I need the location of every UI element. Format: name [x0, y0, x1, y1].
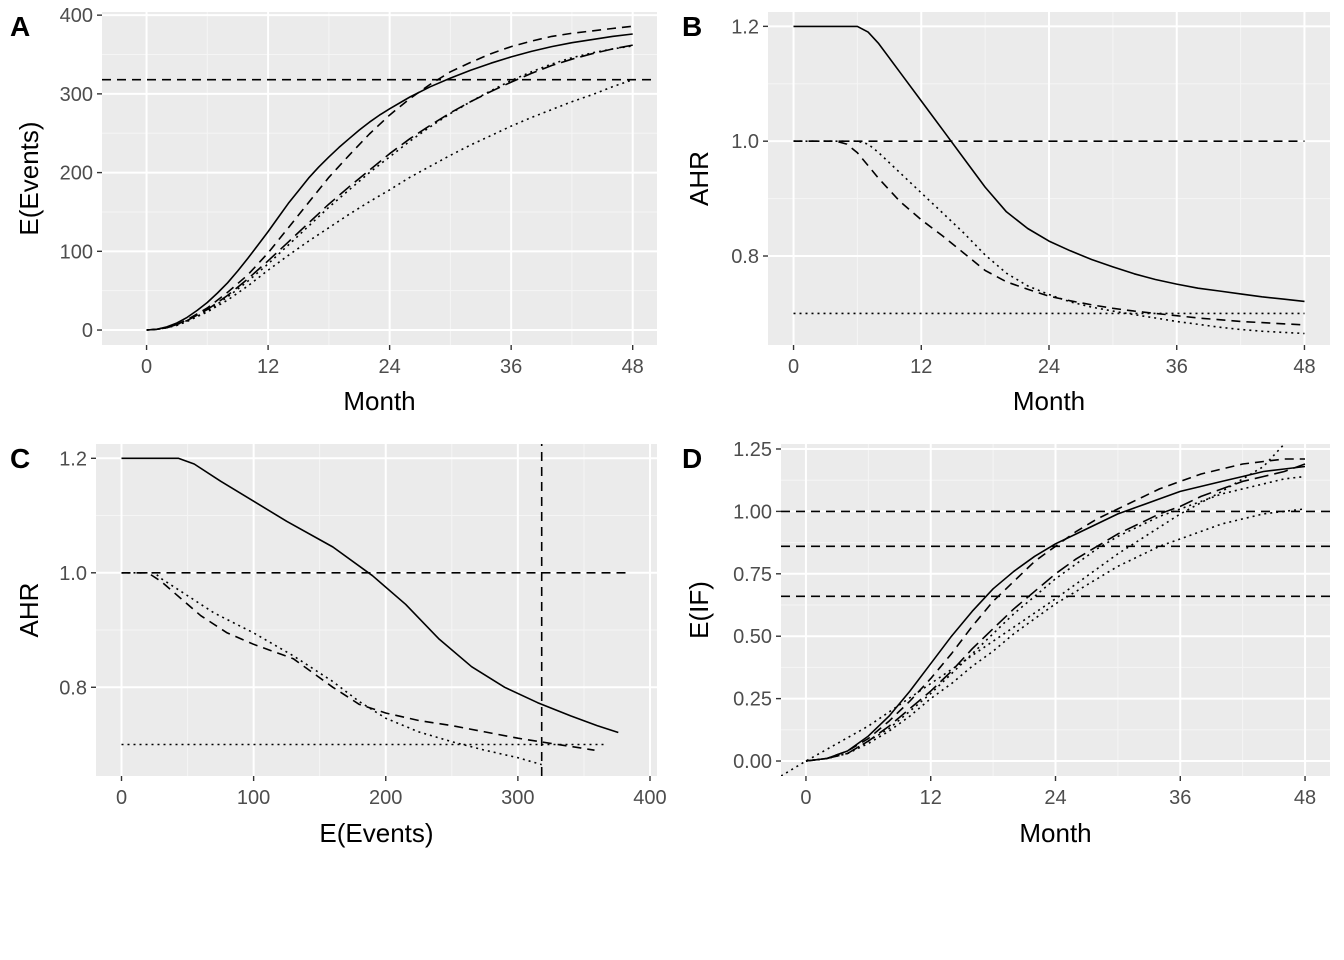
- x-tick-label: 100: [237, 787, 270, 809]
- series-line-5: [146, 78, 633, 331]
- x-tick-label: 0: [116, 787, 127, 809]
- y-tick-label: 1.25: [733, 439, 772, 461]
- x-tick-label: 24: [379, 356, 401, 378]
- y-tick-label: 200: [60, 163, 93, 185]
- y-axis-title: AHR: [14, 583, 44, 638]
- x-axis-title: Month: [1013, 386, 1085, 416]
- panel-background: [96, 444, 657, 776]
- series-line-3: [121, 571, 595, 751]
- x-tick-label: 36: [1166, 356, 1188, 378]
- series-group: [793, 25, 1305, 335]
- x-tick-label: 36: [500, 356, 522, 378]
- x-tick-label: 36: [1169, 787, 1191, 809]
- series-line-3: [805, 463, 1306, 762]
- series-line-3: [146, 44, 633, 331]
- x-tick-label: 12: [910, 356, 932, 378]
- series-line-6: [781, 444, 1285, 776]
- x-tick-label: 300: [501, 787, 534, 809]
- series-line-1: [121, 457, 619, 734]
- x-tick-label: 0: [800, 787, 811, 809]
- series-line-1: [146, 33, 633, 331]
- panel-tag-d: D: [682, 443, 702, 474]
- panel-background: [102, 12, 657, 345]
- y-tick-label: 0.25: [733, 689, 772, 711]
- y-tick-label: 1.0: [731, 131, 759, 153]
- x-tick-label: 24: [1044, 787, 1066, 809]
- series-line-4: [121, 571, 542, 766]
- x-axis-title: Month: [1019, 818, 1091, 848]
- x-axis-title: Month: [343, 386, 415, 416]
- y-tick-label: 300: [60, 84, 93, 106]
- x-axis-title: E(Events): [319, 818, 433, 848]
- y-tick-label: 0.50: [733, 626, 772, 648]
- series-line-1: [805, 465, 1306, 762]
- y-tick-label: 0.00: [733, 751, 772, 773]
- panel-d: D 0 12 24 36 48 0.00 0.25 0.50 0.75 1.00 1.25 Month…: [682, 439, 1330, 848]
- gridlines: [781, 444, 1330, 776]
- y-tick-label: 400: [60, 5, 93, 27]
- panel-c: C 0 100 200 300 400 0.8 1.0 1.2 E(Events) AHR: [10, 443, 667, 848]
- x-tick-label: 12: [920, 787, 942, 809]
- series-group: [121, 444, 632, 776]
- x-tick-label: 24: [1038, 356, 1060, 378]
- x-tick-label: 200: [369, 787, 402, 809]
- y-tick-label: 1.0: [59, 563, 87, 585]
- series-line-1: [793, 25, 1305, 303]
- y-axis-title: E(Events): [14, 121, 44, 235]
- series-line-4: [805, 475, 1306, 762]
- panel-b: B 0 12 24 36 48 0.8 1.0 1.2 Month AHR: [682, 11, 1330, 416]
- y-tick-label: 0.8: [731, 246, 759, 268]
- series-line-4: [793, 140, 1305, 335]
- panel-tag-c: C: [10, 443, 30, 474]
- series-group: [102, 25, 657, 331]
- series-group: [781, 444, 1330, 776]
- panel-tag-a: A: [10, 11, 30, 42]
- y-axis-title: AHR: [684, 151, 714, 206]
- y-tick-label: 0.8: [59, 677, 87, 699]
- y-tick-label: 1.00: [733, 501, 772, 523]
- x-tick-label: 48: [1293, 356, 1315, 378]
- y-tick-label: 0: [82, 320, 93, 342]
- x-tick-label: 48: [1294, 787, 1316, 809]
- series-line-2: [146, 25, 633, 331]
- panel-tag-b: B: [682, 11, 702, 42]
- y-tick-label: 100: [60, 241, 93, 263]
- x-tick-label: 0: [141, 356, 152, 378]
- x-tick-label: 12: [257, 356, 279, 378]
- gridlines: [102, 12, 657, 345]
- y-tick-label: 1.2: [731, 16, 759, 38]
- x-tick-label: 48: [622, 356, 644, 378]
- y-axis-title: E(IF): [684, 581, 714, 639]
- panel-a: A 0 12 24 36 48 0 100 200 300 400 Month E(Events): [10, 5, 657, 416]
- x-tick-label: 400: [633, 787, 666, 809]
- y-tick-label: 0.75: [733, 564, 772, 586]
- y-tick-label: 1.2: [59, 448, 87, 470]
- x-tick-label: 0: [788, 356, 799, 378]
